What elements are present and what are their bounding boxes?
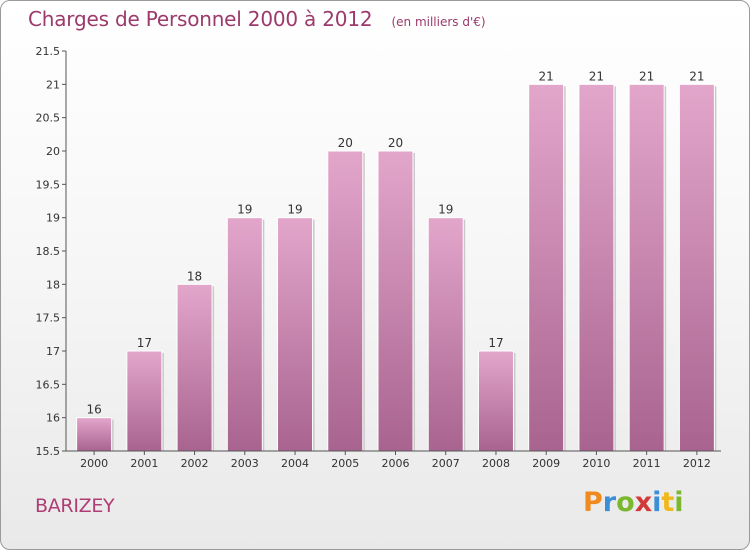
- x-tick-label: 2000: [80, 457, 108, 470]
- x-tick-label: 2011: [633, 457, 661, 470]
- x-tick-label: 2010: [582, 457, 610, 470]
- y-tick-label: 19: [46, 212, 60, 225]
- data-label: 21: [639, 69, 654, 83]
- y-tick-label: 16: [46, 412, 60, 425]
- y-tick-label: 17.5: [36, 312, 61, 325]
- data-label: 19: [237, 203, 252, 217]
- data-label: 21: [689, 69, 704, 83]
- proxiti-logo[interactable]: Proxiti: [583, 487, 684, 518]
- bar-2005: [327, 150, 364, 452]
- data-label: 19: [438, 203, 453, 217]
- bar-2008: [477, 350, 514, 452]
- logo-letter: t: [661, 487, 675, 518]
- bar-2003: [226, 217, 263, 452]
- bar-2009: [528, 83, 565, 452]
- x-tick-label: 2005: [331, 457, 359, 470]
- title-row: Charges de Personnel 2000 à 2012 (en mil…: [28, 7, 486, 31]
- x-tick-label: 2008: [482, 457, 510, 470]
- bar-2011: [628, 83, 665, 452]
- bar-2007: [427, 217, 464, 452]
- logo-letter: i: [652, 487, 662, 518]
- y-tick-label: 20: [46, 145, 60, 158]
- chart-subtitle: (en milliers d'€): [391, 15, 486, 29]
- y-tick-label: 20.5: [36, 112, 61, 125]
- x-tick-label: 2012: [683, 457, 711, 470]
- bar-2012: [678, 83, 715, 452]
- bars-group: 16 17 18 19 19 20 20 19 17 21 21 21 21: [76, 69, 717, 452]
- data-label: 16: [86, 403, 101, 417]
- bar-2002: [176, 283, 213, 452]
- x-tick-label: 2002: [181, 457, 209, 470]
- bar-2001: [126, 350, 163, 452]
- bar-2010: [578, 83, 615, 452]
- data-label: 19: [287, 203, 302, 217]
- logo-letter: o: [616, 487, 635, 518]
- bar-2004: [277, 217, 314, 452]
- bar-2000: [76, 417, 113, 452]
- logo-letter: x: [634, 487, 653, 518]
- x-tick-label: 2004: [281, 457, 309, 470]
- y-tick-label: 18: [46, 278, 60, 291]
- x-tick-label: 2001: [130, 457, 158, 470]
- data-label: 17: [137, 336, 152, 350]
- logo-letter: P: [583, 487, 603, 518]
- y-tick-label: 21: [46, 78, 60, 91]
- axes-group: 15.5 16 16.5 17 17.5 18 18.5 19 19.5 20 20.5 21 21.5…: [36, 45, 721, 470]
- data-label: 18: [187, 269, 202, 283]
- y-tick-label: 15.5: [36, 445, 61, 458]
- commune-name: BARIZEY: [35, 495, 115, 517]
- y-tick-label: 21.5: [36, 45, 61, 58]
- x-tick-label: 2009: [532, 457, 560, 470]
- data-label: 21: [539, 69, 554, 83]
- y-tick-label: 18.5: [36, 245, 61, 258]
- data-label: 20: [388, 136, 403, 150]
- logo-letter: i: [674, 487, 684, 518]
- y-tick-label: 19.5: [36, 178, 61, 191]
- data-label: 21: [589, 69, 604, 83]
- chart-title: Charges de Personnel 2000 à 2012: [28, 7, 373, 31]
- x-tick-label: 2007: [432, 457, 460, 470]
- y-tick-label: 16.5: [36, 378, 61, 391]
- bar-2006: [377, 150, 414, 452]
- data-label: 20: [338, 136, 353, 150]
- y-tick-label: 17: [46, 345, 60, 358]
- x-tick-label: 2006: [382, 457, 410, 470]
- logo-letter: r: [602, 487, 617, 518]
- x-tick-label: 2003: [231, 457, 259, 470]
- data-label: 17: [488, 336, 503, 350]
